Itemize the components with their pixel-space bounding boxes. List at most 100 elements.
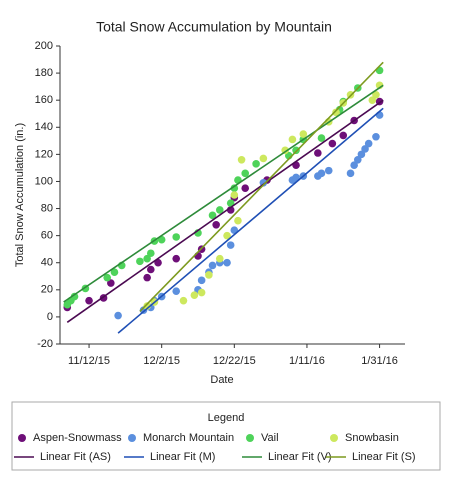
data-point — [215, 254, 224, 263]
data-point — [339, 131, 348, 140]
data-point — [241, 184, 250, 193]
legend-label: Linear Fit (M) — [150, 451, 215, 463]
data-point — [190, 291, 199, 300]
data-point — [230, 191, 239, 199]
data-point — [314, 149, 322, 157]
data-point — [208, 211, 217, 220]
data-point — [317, 169, 326, 178]
data-point — [372, 90, 380, 99]
data-point — [194, 252, 202, 260]
data-point — [107, 279, 115, 287]
data-point — [288, 135, 297, 144]
fit-line — [117, 107, 384, 334]
data-point — [368, 96, 377, 104]
data-point — [353, 155, 362, 164]
legend-marker — [246, 434, 254, 442]
y-tick-label: 60 — [41, 230, 53, 242]
data-point — [143, 254, 151, 263]
data-point — [205, 271, 213, 279]
data-point — [234, 216, 242, 225]
fit-line — [139, 61, 384, 313]
data-point — [114, 311, 122, 320]
fit-line — [63, 84, 384, 303]
data-point — [197, 276, 206, 285]
data-point — [85, 296, 93, 305]
data-point — [226, 241, 235, 249]
x-tick-label: 11/12/15 — [68, 355, 110, 367]
data-point — [172, 254, 181, 263]
data-point — [230, 184, 239, 193]
data-point — [172, 233, 181, 241]
x-tick-label: 12/2/15 — [143, 355, 180, 367]
legend-label: Monarch Mountain — [143, 432, 234, 444]
legend-label: Linear Fit (V) — [268, 451, 332, 463]
y-axis-label: Total Snow Accumulation (in.) — [14, 123, 26, 267]
x-axis-label: Date — [210, 374, 233, 386]
data-point — [324, 166, 333, 175]
data-point — [237, 155, 246, 164]
data-point — [179, 296, 188, 305]
y-tick-label: 0 — [47, 311, 53, 323]
data-point — [259, 154, 268, 163]
data-point — [143, 273, 151, 282]
legend-label: Linear Fit (AS) — [40, 451, 111, 463]
data-point — [223, 258, 231, 267]
legend-label: Aspen-Snowmass — [33, 432, 122, 444]
chart-title: Total Snow Accumulation by Mountain — [96, 19, 332, 35]
data-point — [350, 161, 358, 169]
x-tick-label: 12/22/15 — [213, 355, 256, 367]
data-point — [136, 257, 144, 266]
y-tick-label: 20 — [41, 284, 53, 296]
legend-marker — [330, 434, 338, 442]
y-tick-label: 200 — [35, 40, 53, 52]
data-point — [241, 169, 250, 178]
data-point — [154, 258, 162, 267]
y-tick-label: -20 — [37, 338, 53, 350]
data-point — [299, 130, 308, 138]
data-point — [328, 139, 337, 148]
x-tick-label: 1/31/16 — [361, 355, 398, 367]
data-point — [157, 235, 166, 244]
x-tick-label: 1/11/16 — [289, 355, 325, 367]
legend-label: Snowbasin — [345, 432, 399, 444]
y-tick-label: 140 — [35, 121, 53, 133]
y-tick-label: 80 — [41, 202, 53, 214]
data-point — [212, 221, 220, 229]
data-point — [332, 108, 340, 117]
legend-label: Linear Fit (S) — [352, 451, 416, 463]
data-point — [110, 268, 119, 277]
legend-label: Vail — [261, 432, 279, 444]
data-point — [372, 132, 380, 141]
y-tick-label: 160 — [35, 94, 53, 106]
data-point — [361, 145, 369, 153]
y-tick-label: 180 — [35, 67, 53, 79]
data-point — [215, 206, 224, 214]
data-point — [259, 179, 268, 187]
data-point — [143, 302, 151, 310]
data-point — [292, 173, 300, 182]
data-point — [317, 134, 326, 142]
data-point — [146, 265, 155, 274]
data-point — [226, 199, 235, 207]
y-tick-label: 120 — [35, 148, 53, 160]
legend-title: Legend — [208, 412, 245, 424]
data-point — [172, 287, 181, 295]
data-point — [146, 249, 155, 258]
fit-line — [66, 99, 384, 323]
legend-marker — [128, 434, 136, 442]
legend-box — [11, 401, 441, 471]
data-point — [357, 150, 366, 159]
data-point — [197, 288, 206, 297]
data-point — [208, 261, 217, 270]
data-point — [364, 139, 373, 148]
data-point — [103, 273, 112, 282]
y-tick-label: 100 — [35, 175, 53, 187]
data-point — [252, 160, 260, 168]
data-point — [292, 146, 300, 155]
y-tick-label: 40 — [41, 257, 53, 269]
data-point — [223, 231, 231, 240]
legend-marker — [18, 434, 26, 442]
data-point — [346, 169, 355, 178]
data-point — [70, 292, 79, 301]
